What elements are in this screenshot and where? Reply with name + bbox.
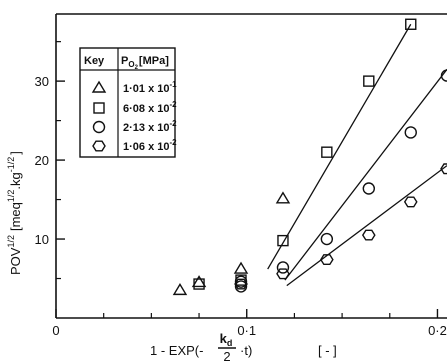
circle-point [234,280,248,293]
hexagon-point [276,268,290,280]
hexagon-point [361,229,376,241]
circle-point [234,275,248,288]
square-point [193,278,205,290]
circle-point [362,182,375,195]
circle-point [320,232,334,246]
legend-triangle-marker [91,80,107,93]
triangle-point [233,261,249,274]
tick-labels: 0 0·1 0·2 10 20 30 [35,74,447,338]
data-points [172,18,447,296]
square-point [363,75,375,87]
hexagon-point [440,163,447,175]
x-axis-title-after: ·t) [240,343,252,358]
legend-header-key: Key [84,55,105,67]
legend-hexagon-marker [92,140,106,152]
triangle-point [191,275,207,288]
circle-point [404,126,417,139]
legend-square-label: 6·08 x 10-2 [123,100,177,115]
svg-text:2: 2 [223,349,230,361]
circle-point [276,261,290,274]
triangle-point [275,191,291,204]
legend-rows: 1·01 x 10-1 6·08 x 10-2 2·13 x 10-2 1·06 x … [91,80,177,153]
y-axis-title: POV1/2[meq1/2.kg-1/2] [6,151,23,275]
ticks [55,41,439,318]
legend: Key PO2[MPa] 1·01 x 10-1 6·08 x 10-2 2·13 … [79,47,177,158]
legend-triangle-label: 1·01 x 10-1 [123,80,177,95]
circle-fit-line [284,68,447,281]
circle-point [440,69,447,82]
square-point [405,18,417,30]
x-tick-label: 0·1 [237,323,256,338]
square-fit-line [267,23,412,270]
legend-circle-marker [92,120,106,134]
legend-header-param: PO2[MPa] [121,55,169,71]
x-tick-label: 0 [52,323,59,338]
hexagon-fit-line [286,165,447,287]
legend-hexagon-label: 1·06 x 10-2 [123,138,177,153]
svg-text:kd: kd [220,331,233,348]
hexagon-point [403,196,418,208]
x-axis-unit: [ - ] [318,343,337,358]
triangle-point [172,283,188,296]
legend-square-marker [93,102,105,114]
hexagon-point [234,278,248,290]
square-point [321,146,333,158]
y-tick-label: 30 [35,74,49,89]
x-axis-fraction: kd 2 [218,331,236,361]
hexagon-point [320,254,334,266]
y-tick-label: 20 [35,153,49,168]
square-point [277,234,289,247]
x-axis-title: 1 - EXP(- [150,343,203,358]
fit-lines [267,23,447,287]
axes [55,13,447,319]
legend-circle-label: 2·13 x 10-2 [123,119,177,134]
y-tick-label: 10 [35,232,49,247]
x-tick-label: 0·2 [428,323,447,338]
